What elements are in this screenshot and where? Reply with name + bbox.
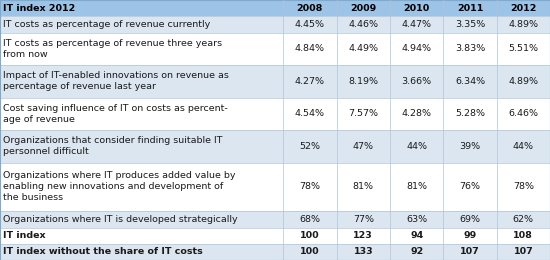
- Text: 123: 123: [354, 231, 373, 240]
- Text: Cost saving influence of IT on costs as percent-
age of revenue: Cost saving influence of IT on costs as …: [3, 104, 228, 124]
- Text: Impact of IT-enabled innovations on revenue as
percentage of revenue last year: Impact of IT-enabled innovations on reve…: [3, 71, 229, 91]
- Text: 107: 107: [460, 247, 480, 256]
- Text: 133: 133: [354, 247, 373, 256]
- Text: 81%: 81%: [353, 182, 374, 191]
- Bar: [0, 211, 550, 228]
- Text: IT index: IT index: [3, 231, 46, 240]
- Text: 92: 92: [410, 247, 424, 256]
- Text: 63%: 63%: [406, 215, 427, 224]
- Text: 94: 94: [410, 231, 424, 240]
- Text: 4.28%: 4.28%: [402, 109, 432, 118]
- Text: 77%: 77%: [353, 215, 374, 224]
- Text: 44%: 44%: [406, 142, 427, 151]
- Text: 4.45%: 4.45%: [295, 20, 325, 29]
- Text: 5.28%: 5.28%: [455, 109, 485, 118]
- Text: 78%: 78%: [299, 182, 321, 191]
- Bar: [0, 98, 550, 130]
- Text: IT costs as percentage of revenue currently: IT costs as percentage of revenue curren…: [3, 20, 211, 29]
- Text: IT index 2012: IT index 2012: [3, 4, 75, 13]
- Text: 108: 108: [513, 231, 533, 240]
- Text: 99: 99: [463, 231, 477, 240]
- Text: 2012: 2012: [510, 4, 536, 13]
- Text: 76%: 76%: [459, 182, 481, 191]
- Text: 3.35%: 3.35%: [455, 20, 485, 29]
- Text: 2009: 2009: [350, 4, 376, 13]
- Text: 5.51%: 5.51%: [508, 44, 538, 53]
- Bar: [0, 130, 550, 162]
- Bar: [0, 16, 550, 32]
- Text: 39%: 39%: [459, 142, 481, 151]
- Text: Organizations that consider finding suitable IT
personnel difficult: Organizations that consider finding suit…: [3, 136, 223, 156]
- Text: 4.27%: 4.27%: [295, 77, 325, 86]
- Text: 4.89%: 4.89%: [508, 20, 538, 29]
- Text: IT index without the share of IT costs: IT index without the share of IT costs: [3, 247, 203, 256]
- Text: 4.47%: 4.47%: [402, 20, 432, 29]
- Text: 4.46%: 4.46%: [348, 20, 378, 29]
- Text: 4.89%: 4.89%: [508, 77, 538, 86]
- Text: Organizations where IT produces added value by
enabling new innovations and deve: Organizations where IT produces added va…: [3, 171, 236, 203]
- Text: 2011: 2011: [457, 4, 483, 13]
- Text: 68%: 68%: [299, 215, 321, 224]
- Text: 3.83%: 3.83%: [455, 44, 485, 53]
- Text: 69%: 69%: [459, 215, 481, 224]
- Bar: [0, 32, 550, 65]
- Text: 4.54%: 4.54%: [295, 109, 325, 118]
- Text: 100: 100: [300, 231, 320, 240]
- Text: 8.19%: 8.19%: [348, 77, 378, 86]
- Text: 107: 107: [514, 247, 533, 256]
- Text: 4.94%: 4.94%: [402, 44, 432, 53]
- Text: 4.84%: 4.84%: [295, 44, 325, 53]
- Text: Organizations where IT is developed strategically: Organizations where IT is developed stra…: [3, 215, 238, 224]
- Text: 44%: 44%: [513, 142, 534, 151]
- Text: 6.34%: 6.34%: [455, 77, 485, 86]
- Bar: [0, 162, 550, 211]
- Text: IT costs as percentage of revenue three years
from now: IT costs as percentage of revenue three …: [3, 39, 222, 59]
- Text: 62%: 62%: [513, 215, 534, 224]
- Text: 3.66%: 3.66%: [402, 77, 432, 86]
- Text: 78%: 78%: [513, 182, 534, 191]
- Text: 52%: 52%: [299, 142, 321, 151]
- Text: 2008: 2008: [297, 4, 323, 13]
- Text: 7.57%: 7.57%: [348, 109, 378, 118]
- Text: 6.46%: 6.46%: [508, 109, 538, 118]
- Bar: [0, 65, 550, 98]
- Text: 100: 100: [300, 247, 320, 256]
- Text: 47%: 47%: [353, 142, 374, 151]
- Bar: [0, 244, 550, 260]
- Bar: [0, 0, 550, 16]
- Text: 81%: 81%: [406, 182, 427, 191]
- Bar: [0, 228, 550, 244]
- Text: 4.49%: 4.49%: [348, 44, 378, 53]
- Text: 2010: 2010: [404, 4, 430, 13]
